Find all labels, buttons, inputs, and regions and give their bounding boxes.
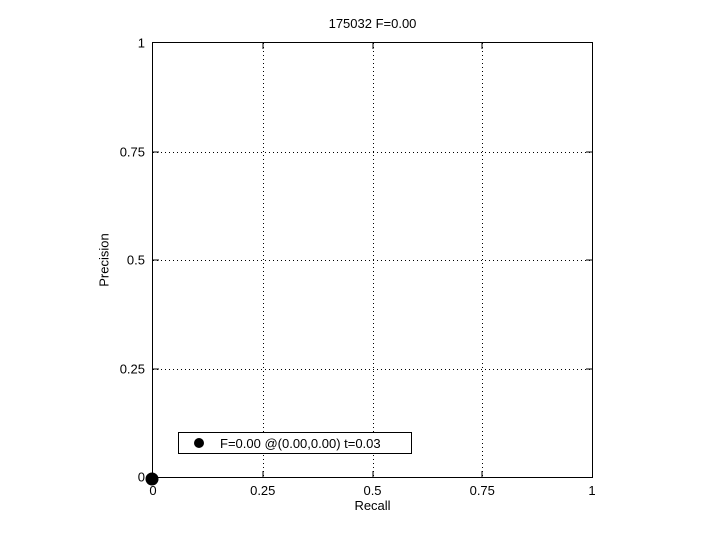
y-tick-label-05: 0.5 (126, 252, 145, 268)
y-tick-label-075: 0.75 (119, 144, 145, 159)
x-axis-top-tick-mark (372, 43, 373, 49)
data-point-origin (145, 472, 158, 485)
x-axis-tick-mark (481, 471, 483, 477)
x-tick-label-1: 1 (588, 483, 596, 498)
y-axis-right-tick-mark (586, 259, 592, 261)
gridline-horizontal-075 (153, 151, 592, 153)
y-tick-label-025: 0.25 (119, 361, 145, 376)
y-axis-right-tick-mark (586, 151, 592, 152)
y-axis-tick-mark (153, 259, 159, 261)
y-axis-tick-mark (153, 151, 159, 152)
y-tick-label-0: 0 (137, 469, 145, 485)
x-tick-label-05: 0.5 (363, 483, 382, 498)
y-axis-tick-mark (153, 368, 159, 369)
legend-entry-label: F=0.00 @(0.00,0.00) t=0.03 (220, 435, 381, 451)
gridline-horizontal-05 (153, 260, 592, 261)
gridline-horizontal-025 (153, 368, 592, 370)
x-tick-label-075: 0.75 (469, 483, 495, 498)
x-tick-label-025: 0.25 (250, 483, 276, 498)
x-axis-tick-mark (372, 471, 373, 477)
y-axis-label: Precision (96, 233, 112, 287)
filled-circle-marker-icon (194, 438, 204, 448)
legend-box: F=0.00 @(0.00,0.00) t=0.03 (178, 432, 412, 454)
y-tick-label-1: 1 (137, 35, 145, 51)
x-axis-top-tick-mark (481, 43, 483, 49)
x-axis-label: Recall (354, 498, 391, 513)
chart-title: 175032 F=0.00 (328, 16, 417, 31)
x-axis-tick-mark (262, 471, 264, 477)
y-axis-right-tick-mark (586, 368, 592, 369)
x-axis-top-tick-mark (262, 43, 264, 49)
plot-area: 175032 F=0.00 0 0.25 0.5 0.75 1 1 0.75 0… (97, 16, 596, 513)
x-tick-label-0: 0 (149, 483, 157, 498)
